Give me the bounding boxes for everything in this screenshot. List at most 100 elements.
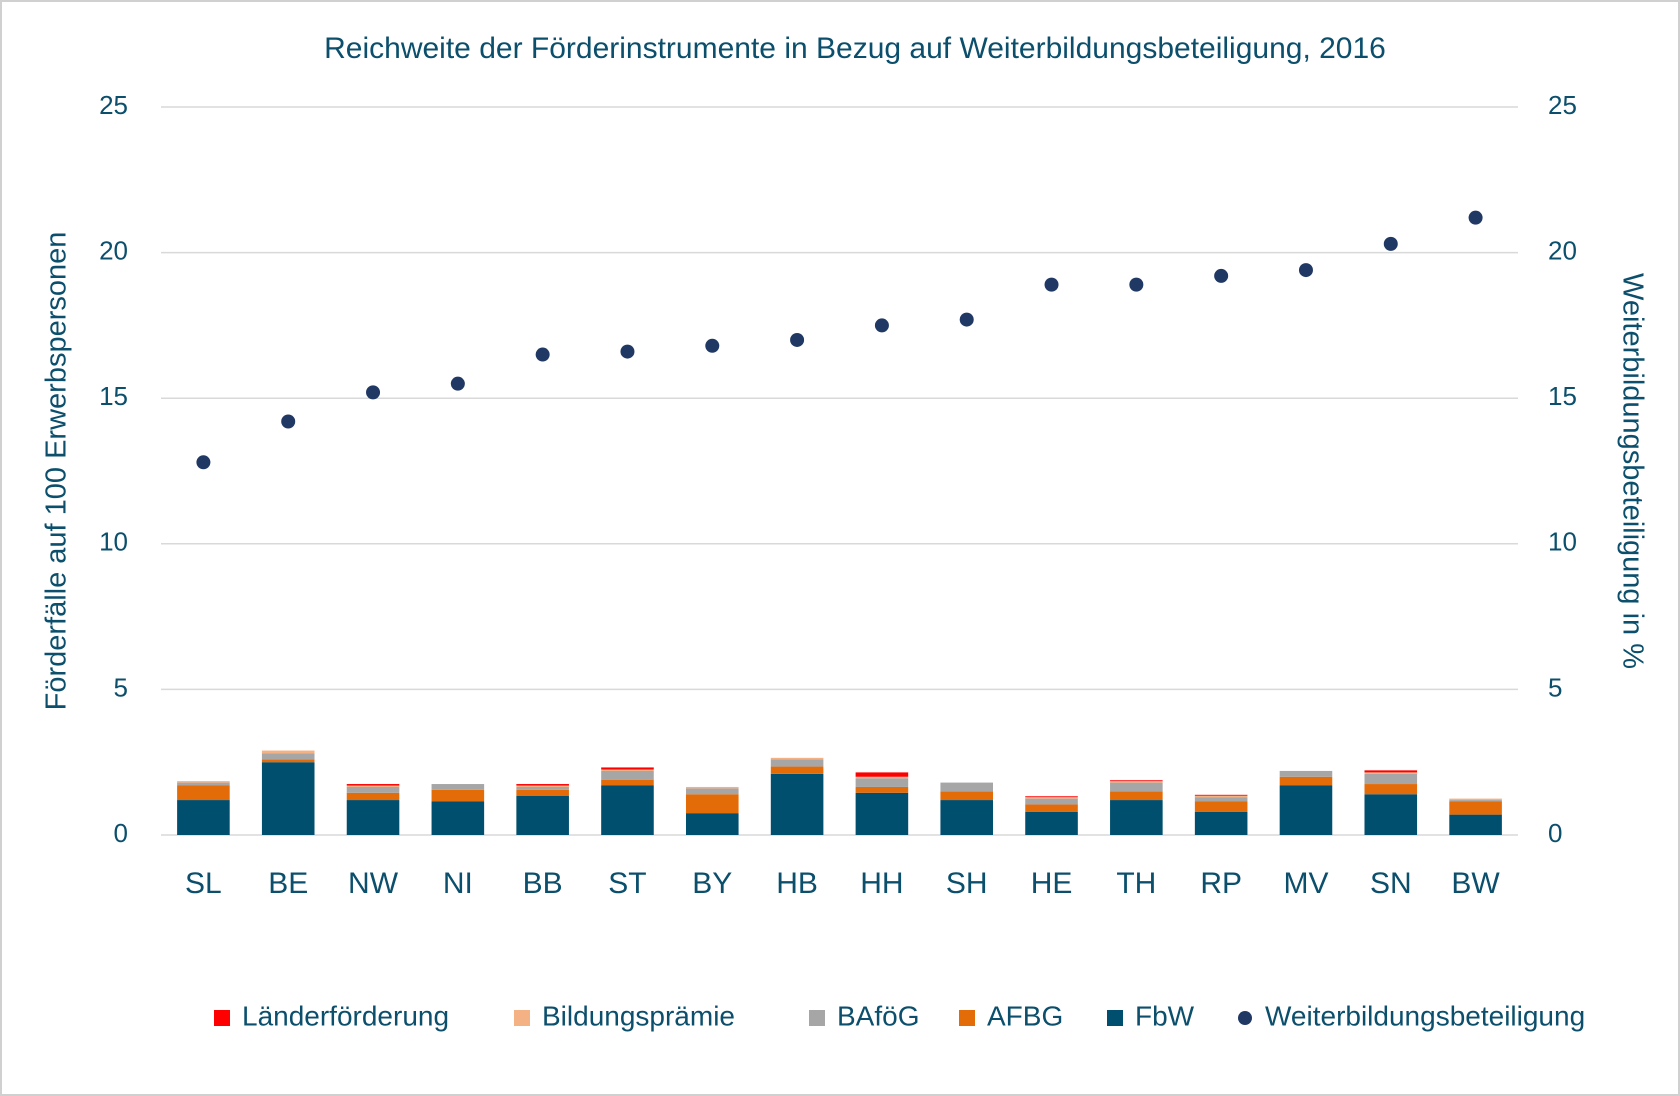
x-tick-label: SN — [1370, 867, 1412, 900]
bar-segment — [770, 773, 824, 835]
bar-segment — [346, 785, 400, 787]
x-tick-label: ST — [608, 867, 646, 900]
y2-tick-label: 0 — [1548, 818, 1562, 848]
bar-segment — [1025, 811, 1078, 835]
bar-segment — [516, 789, 569, 796]
scatter-point — [1214, 268, 1229, 283]
bar-segment — [601, 767, 654, 770]
bar-segment — [1279, 770, 1333, 777]
scatter-point — [1129, 277, 1144, 292]
y-tick-label: 20 — [99, 235, 128, 265]
x-tick-label: HB — [776, 867, 818, 900]
bar-segment — [346, 800, 400, 835]
y-tick-label: 10 — [99, 527, 128, 557]
bar-segment — [1110, 780, 1163, 782]
bar-segment — [855, 778, 909, 787]
bar-segment — [1279, 776, 1333, 786]
x-tick-label: HH — [860, 867, 903, 900]
bar-segment — [1449, 814, 1502, 835]
scatter-point — [196, 455, 211, 470]
bar-segment — [346, 786, 400, 793]
legend-swatch — [809, 1010, 825, 1026]
y-tick-label: 25 — [99, 90, 128, 120]
bar-segment — [685, 786, 739, 789]
bar-segment — [177, 781, 230, 783]
y2-tick-label: 15 — [1548, 381, 1577, 411]
bar-segment — [516, 785, 569, 787]
bar-segment — [1025, 804, 1078, 812]
x-tick-label: BB — [523, 867, 563, 900]
bar-segment — [601, 785, 654, 835]
bar-segment — [1025, 798, 1078, 805]
bar-segment — [770, 759, 824, 767]
y-axis-title: Förderfälle auf 100 Erwerbspersonen — [41, 232, 73, 711]
bar-segment — [855, 776, 909, 779]
bar-segment — [940, 800, 994, 835]
scatter-point — [959, 312, 974, 327]
legend-marker — [1238, 1011, 1252, 1025]
legend-label: Weiterbildungsbeteiligung — [1265, 1000, 1585, 1031]
bar-segment — [516, 786, 569, 790]
scatter-point — [790, 332, 805, 347]
scatter-point — [1468, 210, 1483, 225]
bar-segment — [431, 801, 485, 835]
x-tick-label: TH — [1116, 867, 1156, 900]
scatter-point — [874, 318, 889, 333]
bar-segment — [1110, 782, 1163, 792]
bar-segment — [177, 785, 230, 801]
y2-tick-label: 5 — [1548, 672, 1562, 702]
bar-segment — [346, 792, 400, 801]
bar-segment — [1449, 798, 1502, 801]
bar-segment — [1025, 796, 1078, 798]
bar-segment — [1364, 772, 1418, 774]
legend-label: BAföG — [837, 1000, 919, 1031]
bar-segment — [855, 792, 909, 835]
bar-segment — [516, 784, 569, 786]
bar-segment — [261, 759, 315, 763]
x-tick-label: BY — [692, 867, 732, 900]
x-tick-label: NW — [348, 867, 399, 900]
bar-segment — [346, 784, 400, 786]
bar-segment — [1025, 797, 1078, 799]
bar-segment — [1110, 791, 1163, 801]
bar-segment — [1364, 794, 1418, 835]
legend-label: Bildungsprämie — [542, 1000, 735, 1031]
bar-segment — [1449, 801, 1502, 815]
bar-segment — [1364, 784, 1418, 795]
bar-segment — [770, 757, 824, 760]
scatter-point — [1044, 277, 1059, 292]
legend-swatch — [1107, 1010, 1123, 1026]
legend-label: Länderförderung — [242, 1000, 449, 1031]
scatter-point — [450, 376, 465, 391]
bar-segment — [855, 786, 909, 793]
bar-segment — [1194, 801, 1248, 812]
x-tick-label: NI — [443, 867, 473, 900]
scatter-point — [1298, 263, 1313, 278]
bar-segment — [1364, 773, 1418, 785]
bar-segment — [177, 782, 230, 786]
scatter-point — [620, 344, 635, 359]
y-tick-label: 0 — [114, 818, 128, 848]
chart-title: Reichweite der Förderinstrumente in Bezu… — [324, 32, 1386, 65]
bar-segment — [1449, 800, 1502, 802]
scatter-point — [366, 385, 381, 400]
y-tick-label: 5 — [114, 672, 128, 702]
bar-segment — [516, 795, 569, 835]
bar-segment — [601, 770, 654, 780]
x-tick-label: BE — [268, 867, 308, 900]
bar-segment — [261, 750, 315, 754]
scatter-point — [281, 414, 296, 429]
scatter-point — [1383, 236, 1398, 251]
bar-segment — [685, 813, 739, 835]
bar-segment — [177, 800, 230, 835]
bar-segment — [1110, 781, 1163, 783]
scatter-point — [705, 338, 720, 353]
y2-tick-label: 10 — [1548, 527, 1577, 557]
bar-segment — [770, 766, 824, 774]
bar-segment — [1194, 794, 1248, 796]
bar-segment — [855, 772, 909, 777]
x-tick-label: SL — [185, 867, 222, 900]
y2-axis-title: Weiterbildungsbeteiligung in % — [1616, 273, 1648, 669]
y2-tick-label: 25 — [1548, 90, 1577, 120]
